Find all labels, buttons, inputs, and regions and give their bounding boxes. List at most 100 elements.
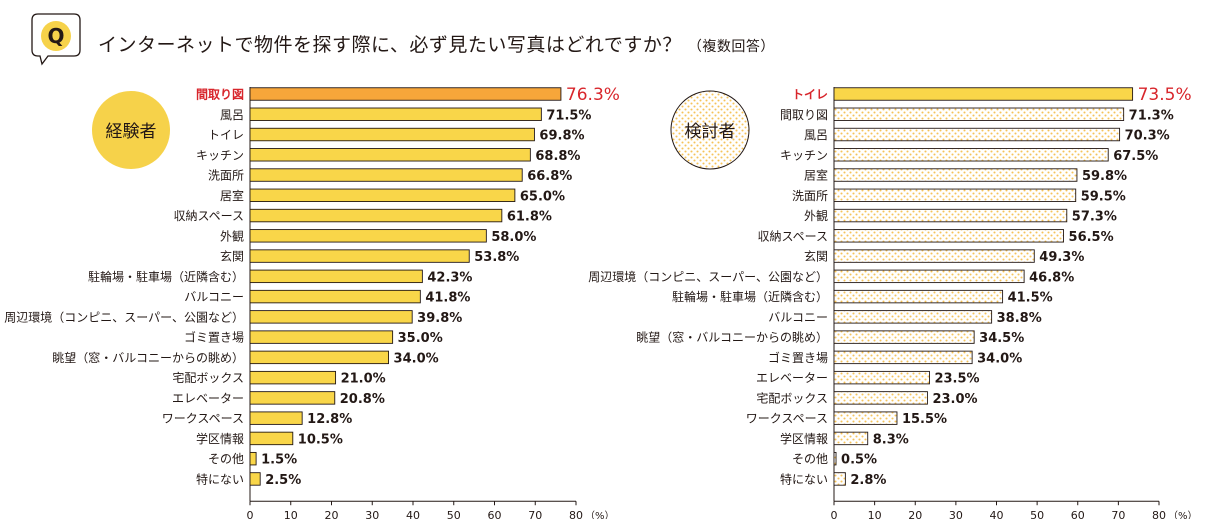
value-label: 23.0% [932,392,977,407]
category-label: 洗面所 [792,189,828,203]
category-label: ゴミ置き場 [768,350,828,365]
chart-panel-experienced: 経験者 0 10 20 30 40 50 60 70 80 （%） 間取り図 76.3% 風呂 71.5%… [4,85,620,519]
bar [833,310,993,324]
bar [249,249,470,263]
value-label: 12.8% [307,412,352,427]
group-label-considering: 検討者 [685,122,736,142]
x-tick-label: 70 [528,509,542,519]
category-label: ワークスペース [746,412,828,426]
value-label: 66.8% [527,169,572,184]
category-label: 玄関 [804,249,828,264]
category-label: キッチン [196,148,244,162]
value-label: 20.8% [340,392,385,407]
x-tick-label: 10 [868,509,882,519]
bar [833,431,869,446]
category-label: 外観 [804,209,828,223]
category-label: 玄関 [220,249,244,264]
bar [833,472,846,486]
group-badge-considering [670,90,750,170]
category-label: エレベーター [756,371,828,385]
value-label: 53.8% [474,250,519,265]
bar [249,330,394,344]
value-label: 10.5% [298,432,343,447]
value-label: 71.3% [1129,108,1174,123]
category-label: 収納スペース [173,209,244,223]
value-label: 58.0% [491,230,536,245]
value-label: 65.0% [520,189,565,204]
category-label: ゴミ置き場 [184,330,244,345]
question-header: Q インターネットで物件を探す際に、必ず見たい写真はどれですか？ （複数回答） [18,10,1198,66]
category-label: ワークスペース [162,412,244,426]
category-label: 周辺環境（コンピニ、スーパー、公園など） [4,309,244,324]
category-label: 風呂 [220,108,244,122]
value-label: 21.0% [341,372,386,387]
value-label: 61.8% [507,210,552,225]
category-label: 学区情報 [196,431,244,446]
question-text: インターネットで物件を探す際に、必ず見たい写真はどれですか？ [98,34,682,56]
category-label: 駐輪場・駐車場（近隣含む） [88,269,244,284]
category-label: 特にない [780,471,828,486]
value-label: 41.5% [1008,291,1053,306]
value-label: 71.5% [546,108,591,123]
bar [833,127,1121,142]
bar [833,188,1077,203]
category-label: 間取り図 [196,88,244,102]
bar [833,289,1004,304]
value-label: 1.5% [261,453,297,468]
category-label: 学区情報 [780,431,828,446]
value-label: 34.0% [977,351,1022,366]
bar [249,289,421,304]
chart-panel-considering: 検討者 0 10 20 30 40 50 60 70 80 （%）トイレ 73.5%間取り図 71.3… [588,85,1197,519]
x-tick-label: 20 [325,509,339,519]
category-label: バルコニー [184,290,244,304]
bar [249,310,413,324]
value-label: 73.5% [1138,85,1192,105]
value-label: 35.0% [398,331,443,346]
category-label: 宅配ボックス [756,390,828,405]
x-tick-label: 10 [284,509,298,519]
category-label: 特にない [196,471,244,486]
bar [833,249,1035,263]
question-title: インターネットで物件を探す際に、必ず見たい写真はどれですか？ （複数回答） [98,30,775,57]
x-tick-label: 50 [447,509,461,519]
question-note: （複数回答） [687,39,775,55]
bar [249,411,303,425]
value-label: 49.3% [1039,250,1084,265]
value-label: 67.5% [1113,149,1158,164]
badge-letter: Q [47,24,64,48]
x-tick-label: 60 [1071,509,1085,519]
value-label: 8.3% [873,432,909,447]
bar [833,330,975,344]
bar [833,350,973,365]
bar [249,229,487,243]
value-label: 39.8% [417,311,462,326]
x-tick-label: 70 [1111,509,1125,519]
x-tick-label: 20 [908,509,922,519]
x-tick-label: 40 [406,509,420,519]
badge-circle [41,21,71,51]
category-label: トイレ [208,128,244,142]
bar [833,148,1109,162]
bar [249,451,257,466]
value-label: 23.5% [934,372,979,387]
category-label: 眺望（窓・バルコニーからの眺め） [636,330,828,345]
bar [249,168,523,182]
category-label: バルコニー [768,310,828,324]
value-label: 38.8% [997,311,1042,326]
value-label: 42.3% [427,270,472,285]
x-tick-label: 30 [949,509,963,519]
bar [249,107,542,121]
x-tick-label: 60 [488,509,502,519]
category-label: 周辺環境（コンピニ、スーパー、公園など） [588,269,828,284]
category-label: 居室 [220,188,244,203]
category-label: 間取り図 [780,108,828,122]
category-label: 洗面所 [208,169,244,183]
bar [249,431,294,446]
bar [833,411,898,425]
group-badge-experienced [92,91,170,169]
x-tick-label: 80 [569,509,583,519]
category-label: エレベーター [172,391,244,405]
bar [833,451,837,466]
x-tick-label: 0 [247,509,254,519]
value-label: 2.8% [850,473,886,488]
